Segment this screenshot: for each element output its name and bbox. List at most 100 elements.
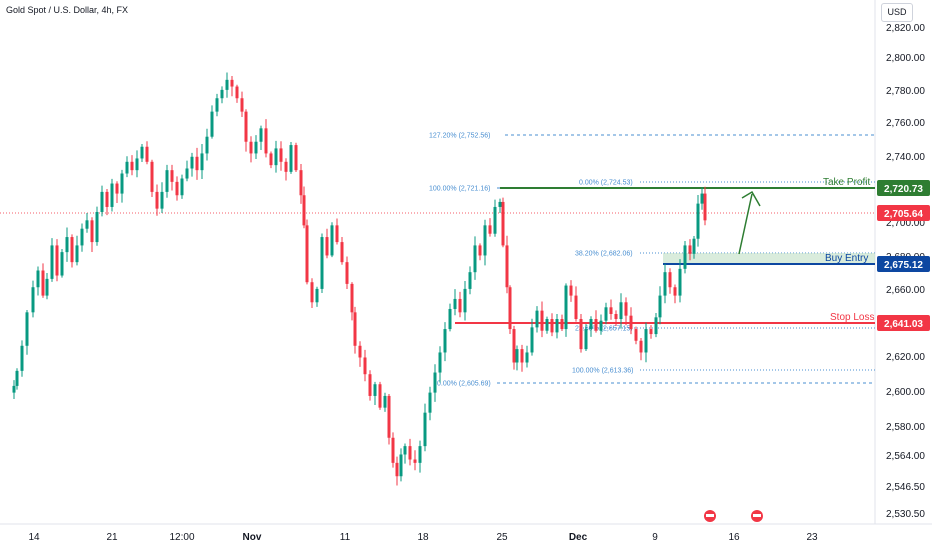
- time-tick-label: 21: [106, 532, 118, 543]
- candle-body: [688, 245, 692, 254]
- candles: [12, 72, 707, 486]
- candle-body: [15, 370, 19, 386]
- candle-body: [569, 285, 573, 296]
- candle-body: [320, 237, 324, 289]
- buy-entry-label: Buy Entry: [825, 253, 868, 264]
- candle-body: [413, 459, 417, 463]
- candle-body: [564, 285, 568, 330]
- candle-body: [403, 446, 407, 455]
- candle-body: [20, 345, 24, 371]
- candle-body: [140, 146, 144, 159]
- candle-body: [160, 191, 164, 209]
- candle-body: [700, 193, 704, 204]
- candle-body: [654, 317, 658, 335]
- stop-loss-price-box: [877, 315, 930, 331]
- candle-body: [501, 201, 505, 246]
- candle-body: [649, 329, 653, 335]
- candle-body: [584, 329, 588, 350]
- time-tick-label: 11: [340, 532, 351, 543]
- candle-body: [433, 372, 437, 393]
- candle-body: [170, 170, 174, 182]
- candle-body: [115, 183, 119, 194]
- candle-body: [423, 412, 427, 447]
- buy-entry-price-label: 2,675.12: [884, 260, 923, 271]
- projection-arrow: [738, 193, 753, 255]
- take-profit-price-box: [877, 180, 930, 196]
- candle-body: [65, 237, 69, 253]
- candle-body: [135, 158, 139, 171]
- buy-entry-price-box: [877, 256, 930, 272]
- candle-body: [644, 329, 648, 353]
- candle-body: [368, 374, 372, 396]
- candle-body: [299, 170, 303, 196]
- candle-body: [220, 89, 224, 99]
- candle-body: [60, 252, 64, 276]
- candle-body: [515, 349, 519, 363]
- candle-body: [190, 156, 194, 169]
- candle-body: [505, 245, 509, 288]
- candle-body: [279, 148, 283, 162]
- candle-body: [696, 203, 700, 239]
- candle-body: [692, 238, 696, 254]
- symbol-title: Gold Spot / U.S. Dollar, 4h, FX: [6, 5, 129, 15]
- candle-body: [550, 319, 554, 333]
- time-tick-label: 14: [28, 532, 40, 543]
- currency-button[interactable]: USD: [881, 3, 913, 22]
- time-tick-label: 12:00: [169, 532, 194, 543]
- candle-body: [443, 329, 447, 353]
- candle-body: [520, 349, 524, 363]
- candle-body: [540, 310, 544, 331]
- candle-body: [345, 262, 349, 284]
- candle-body: [80, 228, 84, 246]
- candle-body: [294, 145, 298, 171]
- candle-body: [125, 161, 129, 174]
- fib-level-label: 100.00% (2,613.36): [572, 368, 634, 375]
- price-tick-label: 2,546.50: [886, 482, 925, 493]
- candle-body: [240, 98, 244, 112]
- candle-body: [340, 242, 344, 263]
- candle-body: [629, 315, 633, 330]
- projection-arrow-head: [741, 190, 761, 207]
- candle-body: [473, 245, 477, 273]
- candle-body: [120, 173, 124, 194]
- candle-body: [269, 153, 273, 166]
- candle-body: [673, 287, 677, 296]
- candle-body: [399, 454, 403, 477]
- candle-body: [363, 357, 367, 375]
- candle-body: [560, 319, 564, 330]
- candle-body: [235, 86, 239, 99]
- fib-level-label: 38.20% (2,682.06): [575, 251, 633, 258]
- stop-loss-label: Stop Loss: [830, 312, 874, 323]
- candle-body: [200, 153, 204, 171]
- candle-body: [395, 462, 399, 477]
- candle-body: [155, 191, 159, 209]
- candle-body: [85, 220, 89, 229]
- candle-body: [458, 298, 462, 313]
- candle-body: [205, 136, 209, 154]
- time-tick-label: Nov: [243, 532, 262, 543]
- last-price-box: [877, 205, 930, 221]
- candle-body: [614, 313, 618, 320]
- price-tick-label: 2,580.00: [886, 422, 925, 433]
- time-tick-label: 9: [652, 532, 658, 543]
- candle-body: [350, 283, 354, 313]
- candle-body: [215, 98, 219, 112]
- price-tick-label: 2,660.00: [886, 285, 925, 296]
- candle-body: [448, 308, 452, 330]
- candle-body: [594, 319, 598, 331]
- candle-body: [508, 287, 512, 330]
- candle-body: [463, 288, 467, 313]
- candle-body: [619, 302, 623, 320]
- candle-body: [225, 79, 229, 90]
- candle-body: [325, 237, 329, 256]
- price-tick-label: 2,820.00: [886, 23, 925, 34]
- candle-body: [264, 128, 268, 154]
- fib-level-label: 127.20% (2,752.56): [429, 133, 491, 140]
- candle-body: [498, 201, 502, 207]
- candle-body: [165, 170, 169, 192]
- candle-body: [284, 161, 288, 172]
- take-profit-price-label: 2,720.73: [884, 184, 923, 195]
- candle-body: [244, 111, 248, 142]
- candle-body: [110, 183, 114, 207]
